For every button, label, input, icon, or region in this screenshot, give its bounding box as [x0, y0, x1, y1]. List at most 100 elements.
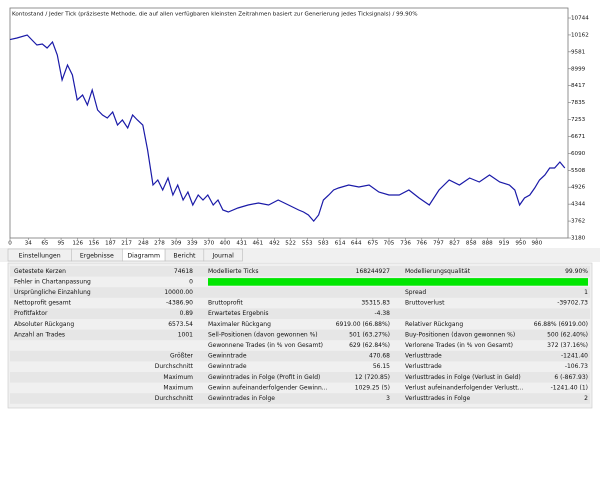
x-tick-label: 950 [515, 241, 526, 247]
x-tick-label: 705 [384, 241, 395, 247]
mid-label: Gewinntrade [208, 353, 247, 360]
tab-label: Ergebnisse [80, 253, 114, 260]
right-label: Verlusttrades in Folge (Verlust in Geld) [405, 374, 521, 381]
left-label: Ursprüngliche Einzahlung [14, 289, 91, 296]
x-tick-label: 980 [531, 241, 542, 247]
left-label: Anzahl an Trades [14, 331, 65, 338]
left-label: Maximum [163, 374, 193, 381]
right-value: 2 [584, 395, 588, 402]
y-tick-label: 4344 [571, 202, 586, 208]
right-label: Verlusttrade [405, 353, 442, 360]
x-tick-label: 888 [482, 241, 493, 247]
left-value: 0.89 [180, 310, 194, 317]
right-value: 99.90% [565, 268, 588, 275]
row-stripe [10, 350, 590, 362]
mid-label: Modellierte Ticks [208, 268, 259, 275]
mid-label: Gewinn aufeinanderfolgender Gewinn... [208, 384, 328, 391]
left-label: Durchschnitt [155, 395, 194, 402]
y-tick-label: 3180 [571, 236, 586, 242]
x-tick-label: 65 [41, 241, 49, 247]
right-value: -1241.40 (1) [551, 384, 588, 391]
left-value: -4386.90 [166, 300, 193, 307]
x-tick-label: 675 [368, 241, 379, 247]
mid-value: 501 (63.27%) [349, 331, 390, 338]
row-stripe [10, 287, 590, 298]
left-label: Maximum [163, 384, 193, 391]
right-value: -1241.40 [561, 353, 588, 360]
tab-label: Diagramm [127, 253, 160, 260]
mid-value: 168244927 [356, 268, 391, 275]
right-label: Relativer Rückgang [405, 321, 463, 328]
y-tick-label: 5508 [571, 168, 586, 174]
mid-value: 470.68 [369, 353, 390, 360]
balance-line [9, 34, 566, 223]
right-value: -106.73 [565, 363, 588, 370]
row-stripe [10, 372, 590, 383]
mid-value: 1029.25 (5) [355, 384, 390, 391]
y-tick-label: 6090 [571, 151, 586, 157]
y-tick-label: 9581 [571, 49, 586, 55]
right-value: -39702.73 [557, 300, 588, 307]
x-tick-label: 553 [302, 241, 313, 247]
x-tick-label: 461 [252, 241, 263, 247]
row-stripe [10, 393, 590, 404]
row-stripe [10, 308, 590, 319]
mid-value: -4.38 [374, 310, 390, 317]
right-label: Buy-Positionen (davon gewonnen %) [405, 331, 515, 338]
y-tick-label: 10744 [571, 16, 589, 22]
tab-label: Einstellungen [19, 253, 61, 260]
mid-label: Gewonnene Trades (in % von Gesamt) [208, 342, 323, 349]
x-tick-label: 156 [89, 241, 100, 247]
mid-label: Bruttoprofit [208, 300, 243, 307]
x-tick-label: 126 [72, 241, 83, 247]
x-tick-label: 797 [433, 241, 444, 247]
right-label: Modellierungsqualität [405, 268, 471, 275]
y-tick-label: 7835 [571, 100, 586, 106]
mid-label: Gewinntrade [208, 363, 247, 370]
x-tick-label: 217 [121, 241, 132, 247]
right-label: Verlusttrades in Folge [405, 395, 471, 402]
x-tick-label: 766 [416, 241, 427, 247]
left-label: Getestete Kerzen [14, 268, 66, 275]
x-tick-label: 614 [335, 241, 346, 247]
y-tick-label: 8999 [571, 66, 586, 72]
x-tick-label: 400 [220, 241, 231, 247]
x-tick-label: 339 [187, 241, 198, 247]
y-tick-label: 8417 [571, 83, 586, 89]
x-tick-label: 522 [285, 241, 296, 247]
y-tick-label: 3762 [571, 219, 585, 225]
left-label: Fehler in Chartanpassung [14, 278, 91, 285]
mid-label: Sell-Positionen (davon gewonnen %) [208, 331, 318, 338]
right-label: Spread [405, 289, 426, 296]
left-label: Durchschnitt [155, 363, 194, 370]
right-value: 372 (37.16%) [547, 342, 588, 349]
right-label: Bruttoverlust [405, 300, 445, 307]
left-label: Nettoprofit gesamt [14, 300, 72, 307]
right-value: 500 (62.40%) [547, 331, 588, 338]
mid-label: Maximaler Rückgang [208, 321, 271, 328]
mid-value: 6919.00 (66.88%) [336, 321, 390, 328]
mid-value: 629 (62.84%) [349, 342, 390, 349]
plot-frame [9, 7, 569, 239]
mid-value: 35315.83 [361, 300, 390, 307]
x-tick-label: 187 [105, 241, 116, 247]
x-tick-label: 34 [25, 241, 33, 247]
mid-value: 12 (720.85) [355, 374, 390, 381]
right-value: 66.88% (6919.00) [534, 321, 588, 328]
x-tick-label: 492 [269, 241, 280, 247]
tab[interactable] [203, 248, 243, 262]
mid-value: 3 [386, 395, 390, 402]
chart-title: Kontostand / Jeder Tick (präziseste Meth… [12, 12, 418, 18]
tab-label: Bericht [173, 253, 196, 260]
y-tick-label: 7253 [571, 117, 586, 123]
x-tick-label: 309 [171, 241, 182, 247]
right-label: Verlorene Trades (in % von Gesamt) [405, 342, 513, 349]
x-tick-label: 583 [318, 241, 329, 247]
mid-value: 56.15 [373, 363, 390, 370]
left-label: Absoluter Rückgang [14, 321, 74, 328]
y-tick-label: 4926 [571, 185, 586, 191]
right-label: Verlust aufeinanderfolgender Verlustt... [405, 384, 523, 391]
right-value: 1 [584, 289, 588, 296]
x-tick-label: 431 [236, 241, 247, 247]
